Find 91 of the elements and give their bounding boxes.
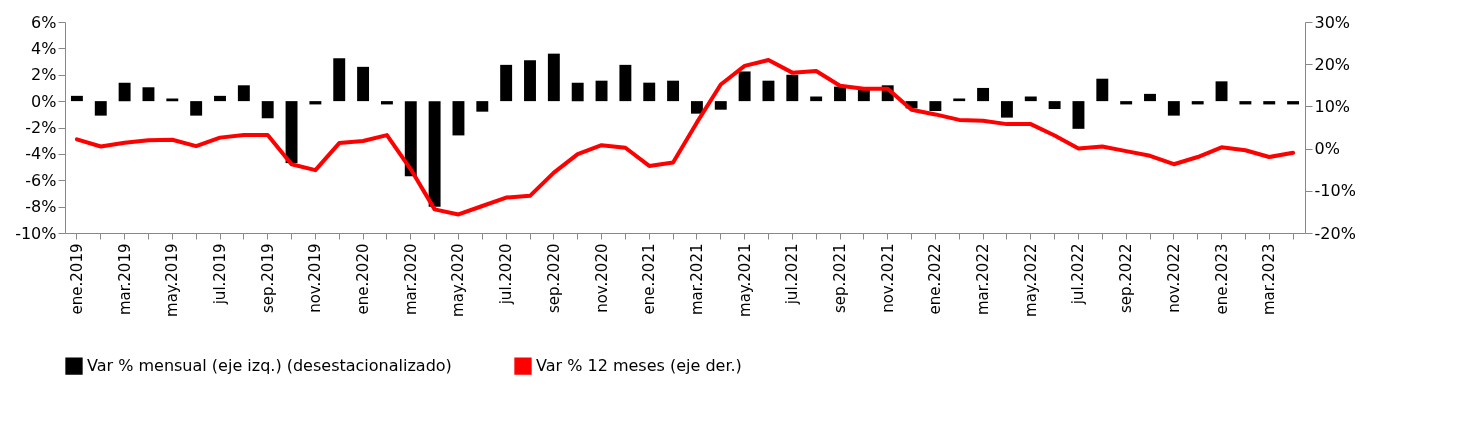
bar: [142, 87, 155, 102]
x-tick-label: nov.2019: [306, 243, 325, 313]
legend-label: Var % 12 meses (eje der.): [536, 356, 742, 376]
x-tick-label: ene.2020: [354, 243, 373, 315]
bar: [595, 80, 608, 102]
x-tick-label: sep.2019: [258, 243, 277, 314]
y-tick-label: 4%: [31, 38, 57, 58]
x-tick-label: ene.2019: [67, 243, 86, 315]
bar: [237, 85, 250, 102]
bar: [953, 98, 966, 102]
legend-label: Var % mensual (eje izq.) (desestacionalizado): [87, 356, 452, 376]
x-tick-label: jul.2020: [497, 243, 516, 306]
y-tick-label: 2%: [31, 65, 57, 85]
y-tick-label: -10%: [15, 223, 57, 243]
bar: [476, 101, 489, 112]
bar: [261, 101, 274, 119]
x-tick-label: may.2019: [163, 243, 182, 317]
x-tick-label: sep.2021: [831, 243, 849, 314]
bar: [404, 101, 417, 177]
bar: [714, 101, 727, 110]
x-tick-label: jul.2019: [211, 243, 229, 306]
bar: [834, 86, 846, 102]
x-tick-label: jul.2022: [1069, 243, 1088, 306]
y2-tick-label: 20%: [1314, 54, 1351, 74]
bar: [1215, 81, 1228, 102]
y-tick-label: -4%: [25, 144, 57, 164]
bar: [547, 53, 560, 102]
bar: [333, 58, 346, 102]
x-tick-label: may.2020: [449, 243, 468, 317]
bar: [1000, 101, 1013, 118]
bar: [786, 74, 799, 102]
bar: [380, 101, 393, 105]
bar: [690, 101, 703, 114]
bar: [1120, 101, 1133, 105]
y-tick-label: 6%: [31, 12, 57, 32]
bar: [1144, 93, 1156, 102]
bar: [1072, 101, 1085, 129]
x-tick-label: sep.2022: [1117, 243, 1136, 314]
bar: [1096, 78, 1109, 102]
x-tick-label: sep.2020: [544, 243, 563, 314]
y-tick-label: -2%: [25, 118, 57, 137]
y-tick-label: 0%: [31, 91, 57, 111]
x-tick-label: mar.2022: [974, 243, 993, 316]
bar: [452, 101, 465, 136]
x-tick-label: ene.2021: [640, 243, 659, 315]
bar: [166, 98, 179, 102]
bar: [500, 64, 513, 102]
bar: [190, 101, 203, 116]
bar: [762, 80, 775, 102]
x-tick-label: may.2022: [1021, 243, 1040, 317]
y2-tick-label: 10%: [1314, 96, 1351, 116]
bar: [428, 101, 441, 207]
x-tick-label: may.2021: [735, 243, 754, 317]
bar: [118, 82, 131, 102]
y2-tick-label: 30%: [1314, 12, 1351, 32]
x-tick-label: mar.2019: [115, 243, 134, 316]
x-tick-label: jul.2021: [783, 243, 802, 306]
bar: [571, 82, 584, 102]
bar: [70, 95, 83, 102]
y2-tick-label: -10%: [1314, 181, 1356, 201]
bar: [738, 71, 751, 102]
y-tick-label: -6%: [25, 170, 57, 190]
bar: [1191, 101, 1204, 105]
bar: [929, 101, 942, 112]
x-tick-label: mar.2020: [401, 243, 420, 316]
x-tick-label: nov.2020: [592, 243, 611, 313]
bar: [643, 82, 656, 102]
y-tick-label: -8%: [25, 197, 57, 217]
bar: [1167, 101, 1180, 116]
bar: [619, 64, 632, 102]
bar: [309, 101, 322, 105]
bar: [667, 80, 680, 102]
x-tick-label: nov.2021: [878, 243, 897, 313]
bar: [524, 60, 536, 102]
bar: [214, 95, 226, 102]
x-tick-label: ene.2022: [926, 243, 945, 315]
bar: [94, 101, 107, 116]
bar: [1239, 101, 1252, 105]
bar: [1287, 101, 1300, 105]
bar: [1263, 101, 1276, 105]
bar: [285, 101, 298, 164]
x-tick-label: nov.2022: [1164, 243, 1183, 313]
x-tick-label: ene.2023: [1212, 243, 1231, 315]
x-tick-label: mar.2021: [687, 243, 706, 316]
bar: [977, 87, 990, 102]
y2-tick-label: -20%: [1314, 223, 1356, 243]
bar: [357, 66, 370, 102]
line-series: [74, 57, 1296, 217]
x-tick-label: mar.2023: [1260, 243, 1279, 316]
y2-tick-label: 0%: [1314, 139, 1340, 159]
bar: [1048, 101, 1061, 110]
